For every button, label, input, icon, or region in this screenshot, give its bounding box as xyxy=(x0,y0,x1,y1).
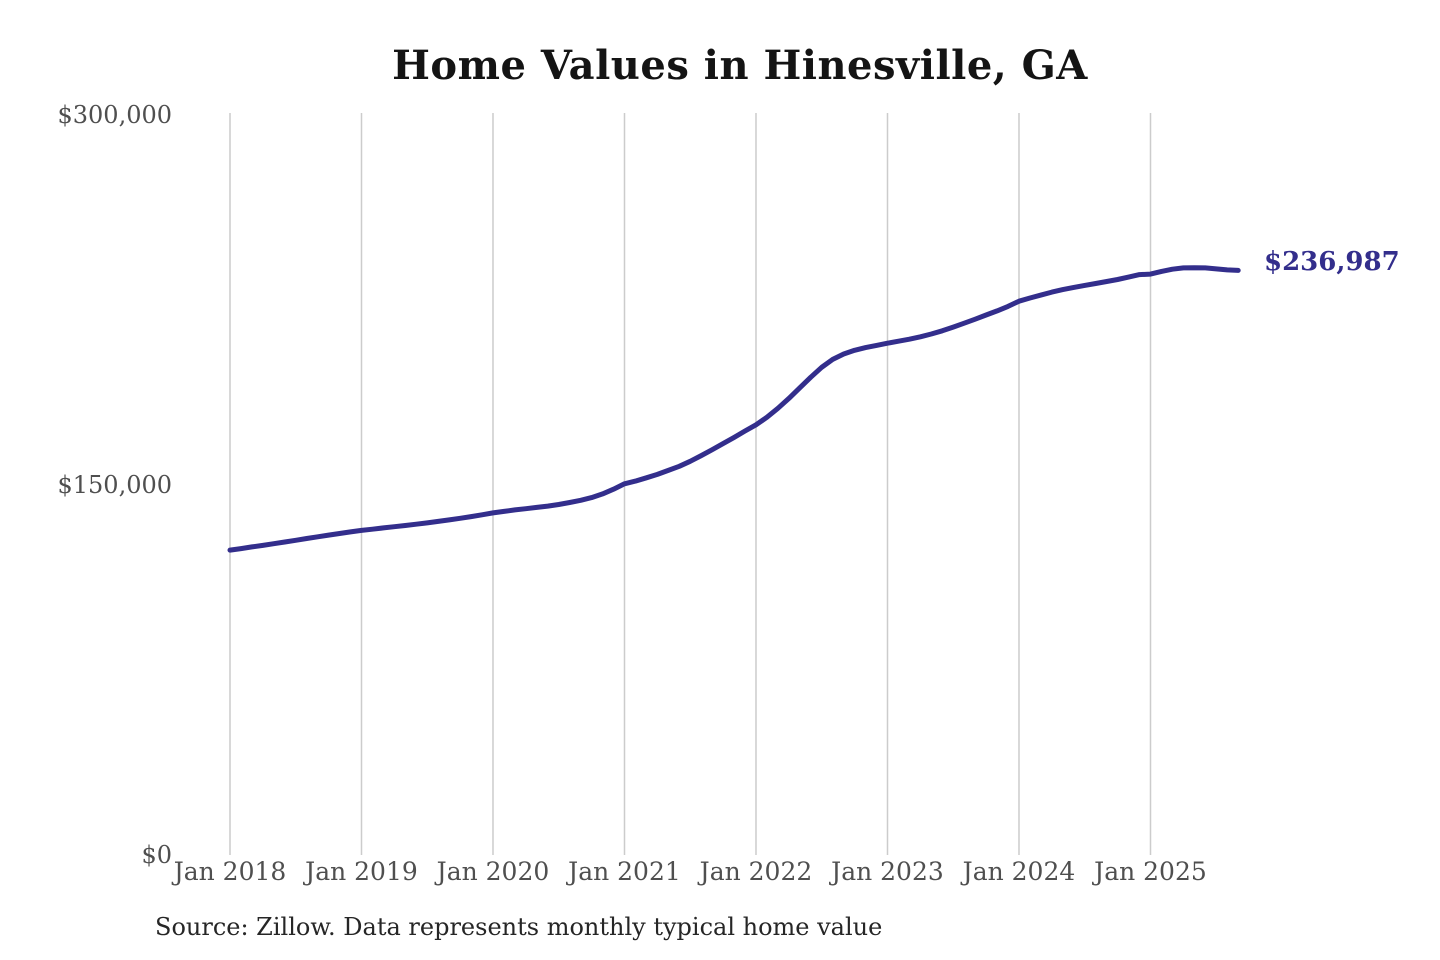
end-value-label: $236,987 xyxy=(1264,247,1400,277)
y-tick-label: $0 xyxy=(141,841,172,869)
source-note: Source: Zillow. Data represents monthly … xyxy=(155,913,883,941)
x-tick-label: Jan 2025 xyxy=(1094,857,1207,886)
x-tick-label: Jan 2021 xyxy=(568,857,681,886)
chart-title: Home Values in Hinesville, GA xyxy=(392,42,1088,89)
y-tick-label: $300,000 xyxy=(57,101,172,129)
y-tick-label: $150,000 xyxy=(57,471,172,499)
x-tick-label: Jan 2018 xyxy=(173,857,287,886)
x-tick-label: Jan 2023 xyxy=(831,857,944,886)
x-tick-label: Jan 2022 xyxy=(699,857,813,886)
x-tick-label: Jan 2024 xyxy=(962,857,1076,886)
x-tick-label: Jan 2019 xyxy=(305,857,418,886)
home-value-line xyxy=(227,265,1241,553)
x-tick-label: Jan 2020 xyxy=(436,857,550,886)
